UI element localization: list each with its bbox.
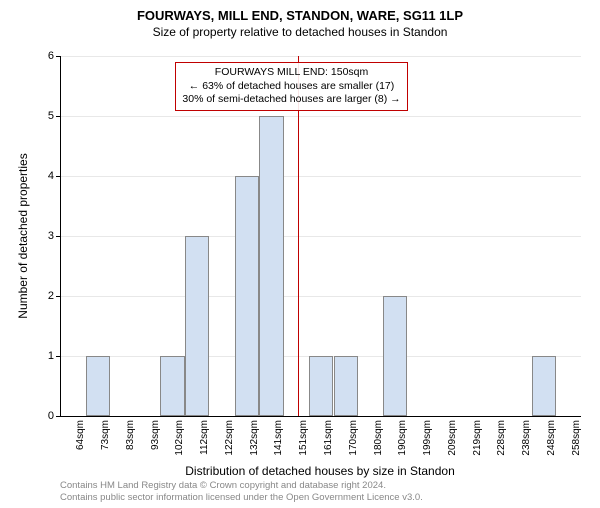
ytick-label: 2: [34, 290, 54, 302]
annotation-line: 30% of semi-detached houses are larger (…: [182, 93, 400, 107]
xtick-label: 228sqm: [496, 420, 507, 456]
annotation-line: ← 63% of detached houses are smaller (17…: [182, 80, 400, 94]
xtick-label: 73sqm: [100, 420, 111, 450]
annotation-box: FOURWAYS MILL END: 150sqm← 63% of detach…: [175, 62, 407, 111]
ytick-label: 1: [34, 350, 54, 362]
histogram-bar: [259, 116, 283, 416]
histogram-bar: [235, 176, 259, 416]
x-axis-label: Distribution of detached houses by size …: [60, 464, 580, 478]
gridline: [61, 56, 581, 57]
xtick-label: 209sqm: [447, 420, 458, 456]
ytick-label: 6: [34, 50, 54, 62]
xtick-label: 161sqm: [323, 420, 334, 456]
ytick-label: 3: [34, 230, 54, 242]
ytick-mark: [56, 176, 61, 177]
ytick-mark: [56, 296, 61, 297]
annotation-line: FOURWAYS MILL END: 150sqm: [182, 66, 400, 80]
xtick-label: 248sqm: [546, 420, 557, 456]
xtick-label: 132sqm: [249, 420, 260, 456]
histogram-bar: [334, 356, 358, 416]
credits-text: Contains HM Land Registry data © Crown c…: [60, 480, 423, 504]
y-axis-label: Number of detached properties: [16, 153, 30, 318]
histogram-bar: [160, 356, 184, 416]
xtick-label: 112sqm: [199, 420, 210, 455]
xtick-label: 238sqm: [521, 420, 532, 456]
gridline: [61, 176, 581, 177]
xtick-label: 190sqm: [397, 420, 408, 456]
histogram-bar: [185, 236, 209, 416]
xtick-label: 141sqm: [273, 420, 284, 456]
ytick-mark: [56, 116, 61, 117]
histogram-bar: [383, 296, 407, 416]
xtick-label: 93sqm: [150, 420, 161, 450]
xtick-label: 83sqm: [125, 420, 136, 450]
xtick-label: 180sqm: [373, 420, 384, 456]
xtick-label: 64sqm: [75, 420, 86, 450]
credit-line-2: Contains public sector information licen…: [60, 492, 423, 504]
histogram-bar: [532, 356, 556, 416]
chart-area: FOURWAYS MILL END: 150sqm← 63% of detach…: [60, 56, 580, 416]
xtick-label: 102sqm: [174, 420, 185, 456]
chart-title-main: FOURWAYS, MILL END, STANDON, WARE, SG11 …: [0, 8, 600, 23]
xtick-label: 151sqm: [298, 420, 309, 456]
ytick-label: 4: [34, 170, 54, 182]
gridline: [61, 116, 581, 117]
plot-region: FOURWAYS MILL END: 150sqm← 63% of detach…: [60, 56, 581, 417]
gridline: [61, 236, 581, 237]
ytick-label: 0: [34, 410, 54, 422]
xtick-label: 122sqm: [224, 420, 235, 456]
ytick-mark: [56, 356, 61, 357]
xtick-label: 219sqm: [472, 420, 483, 456]
ytick-label: 5: [34, 110, 54, 122]
ytick-mark: [56, 416, 61, 417]
xtick-label: 199sqm: [422, 420, 433, 456]
ytick-mark: [56, 236, 61, 237]
histogram-bar: [309, 356, 333, 416]
histogram-bar: [86, 356, 110, 416]
chart-title-sub: Size of property relative to detached ho…: [0, 25, 600, 39]
xtick-label: 258sqm: [571, 420, 582, 456]
credit-line-1: Contains HM Land Registry data © Crown c…: [60, 480, 423, 492]
xtick-label: 170sqm: [348, 420, 359, 456]
ytick-mark: [56, 56, 61, 57]
gridline: [61, 296, 581, 297]
